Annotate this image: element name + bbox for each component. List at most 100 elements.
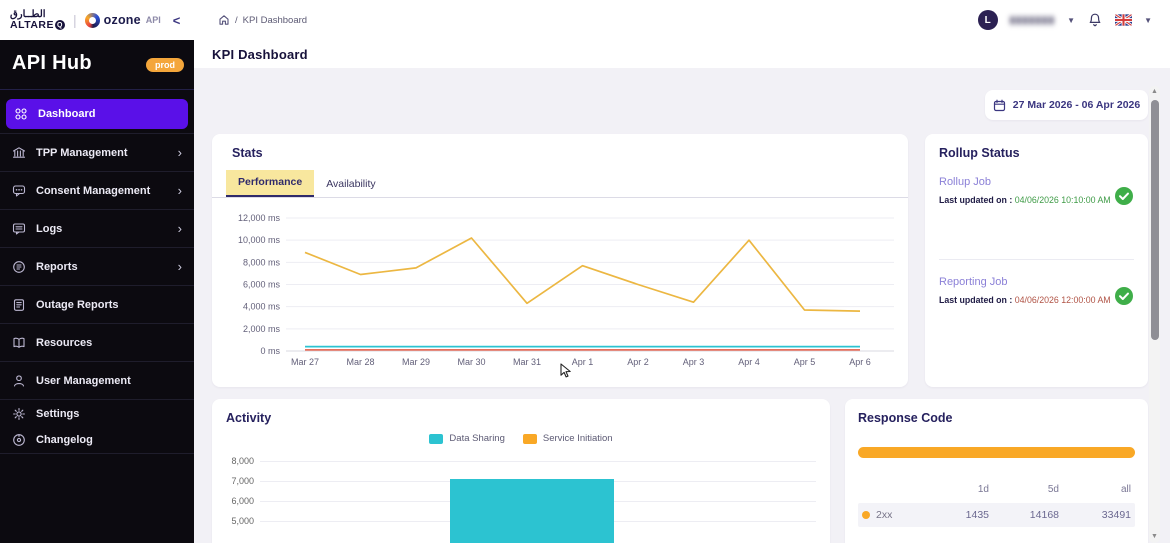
response-code-table: 1d 5d all 2xx 1435 14168 33491: [858, 480, 1135, 527]
sidebar-item-dashboard[interactable]: Dashboard: [0, 94, 194, 134]
bank-icon: [12, 146, 26, 158]
x-axis-tick: Apr 3: [683, 357, 705, 367]
user-avatar[interactable]: L: [977, 10, 998, 30]
tab-availability[interactable]: Availability: [326, 178, 376, 190]
top-bar: الطــارق ALTARE Q | ozone API < / KPI Das…: [0, 0, 1170, 40]
brand-zone: الطــارق ALTARE Q | ozone API <: [0, 9, 194, 31]
chevron-right-icon: ›: [177, 145, 182, 160]
response-code-value: 14168: [1029, 509, 1059, 521]
rollup-jobs-list: Rollup Job Last updated on : 04/06/2026 …: [939, 176, 1134, 305]
sidebar-collapse-button[interactable]: <: [172, 12, 181, 28]
response-code-rows: 2xx 1435 14168 33491: [858, 503, 1135, 527]
altareq-q-mark: Q: [55, 20, 66, 30]
y-axis-tick: 7,000: [231, 476, 254, 486]
legend-label-data-sharing: Data Sharing: [449, 433, 505, 444]
legend-label-service-initiation: Service Initiation: [542, 433, 613, 444]
report-circle-icon: [13, 260, 25, 273]
sidebar-item-consent-management[interactable]: Consent Management ›: [0, 172, 194, 210]
altareq-latin-text: ALTARE: [10, 18, 55, 31]
sidebar-item-label: Logs: [36, 222, 63, 235]
x-axis-tick: Apr 1: [572, 357, 594, 367]
success-check-icon: [1115, 187, 1133, 205]
y-axis-tick: 5,000: [231, 516, 254, 526]
user-menu-chevron-down-icon[interactable]: ▼: [1067, 15, 1076, 25]
scrollbar-up-arrow-icon[interactable]: ▲: [1151, 88, 1158, 95]
sidebar-item-label: Changelog: [36, 434, 93, 446]
ozone-logo-text: ozone: [103, 13, 141, 27]
stats-tabs: Performance Availability: [212, 170, 908, 198]
main-content: 27 Mar 2026 - 06 Apr 2026 Stats Performa…: [194, 68, 1170, 543]
date-range-value: 27 Mar 2026 - 06 Apr 2026: [1012, 99, 1141, 111]
job-last-updated: Last updated on : 04/06/2026 12:00:00 AM: [939, 295, 1111, 305]
performance-line-chart: 12,000 ms 10,000 ms 8,000 ms 6,000 ms 4,000 …: [212, 204, 908, 376]
sidebar-item-changelog[interactable]: Changelog: [0, 427, 194, 454]
sidebar-item-outage-reports[interactable]: Outage Reports: [0, 286, 194, 324]
column-5d: 5d: [1047, 484, 1059, 495]
app-title: API Hub: [12, 52, 92, 74]
job-last-updated: Last updated on : 04/06/2026 10:10:00 AM: [939, 195, 1111, 205]
date-range-picker[interactable]: 27 Mar 2026 - 06 Apr 2026: [985, 90, 1148, 120]
success-check-icon: [1115, 287, 1133, 305]
response-code-title: Response Code: [858, 411, 953, 425]
sidebar-item-label: Resources: [36, 336, 93, 349]
column-all: all: [1120, 484, 1131, 495]
response-code-table-header: 1d 5d all: [858, 480, 1135, 503]
breadcrumb-separator: /: [235, 14, 238, 26]
rollup-status-title: Rollup Status: [939, 146, 1020, 160]
sidebar-item-logs[interactable]: Logs ›: [0, 210, 194, 248]
response-code-label: 2xx: [876, 509, 893, 521]
ozone-logo-suffix: API: [145, 15, 161, 25]
bar-data-sharing[interactable]: [450, 479, 614, 543]
y-axis-tick: 10,000 ms: [238, 235, 281, 245]
chevron-right-icon: ›: [177, 259, 182, 274]
sidebar-item-label: Consent Management: [36, 184, 151, 197]
divider: [939, 259, 1134, 260]
y-axis-tick: 2,000 ms: [243, 324, 281, 334]
sidebar-item-settings[interactable]: Settings: [0, 400, 194, 427]
x-axis-tick: Mar 27: [291, 357, 319, 367]
x-axis-tick: Mar 31: [513, 357, 541, 367]
home-icon[interactable]: [218, 14, 230, 26]
sidebar-active-pill[interactable]: Dashboard: [6, 98, 188, 129]
response-code-card: Response Code 1d 5d all 2xx 1435 14168 3349…: [845, 399, 1148, 543]
chat-bubble-icon: [12, 184, 26, 197]
x-axis-tick: Mar 28: [346, 357, 374, 367]
rollup-status-card: Rollup Status Rollup Job Last updated on…: [925, 134, 1148, 387]
job-status-reporting-job: Reporting Job Last updated on : 04/06/20…: [939, 276, 1134, 305]
user-name-redacted[interactable]: ▮▮▮▮▮▮▮: [1009, 14, 1056, 26]
activity-title: Activity: [226, 411, 272, 425]
bell-icon[interactable]: [1087, 12, 1103, 29]
sidebar-item-user-management[interactable]: User Management: [0, 362, 194, 400]
altareq-logo: الطــارق ALTARE Q: [10, 9, 66, 31]
sidebar-item-resources[interactable]: Resources: [0, 324, 194, 362]
uk-flag-icon[interactable]: [1115, 14, 1133, 26]
sidebar-item-tpp-management[interactable]: TPP Management ›: [0, 134, 194, 172]
job-name: Rollup Job: [939, 176, 991, 188]
x-axis-tick: Apr 6: [849, 357, 871, 367]
activity-bar-chart: 8,000 7,000 6,000 5,000: [212, 453, 830, 543]
response-code-value: 1435: [965, 509, 989, 521]
scrollbar-thumb[interactable]: [1150, 100, 1159, 340]
page-title-bar: KPI Dashboard: [194, 40, 1170, 68]
gear-icon: [13, 407, 25, 420]
vertical-scrollbar[interactable]: ▲ ▼: [1149, 86, 1160, 543]
column-1d: 1d: [977, 484, 989, 495]
logo-divider: |: [73, 12, 77, 28]
gridline: [260, 461, 816, 462]
y-axis-tick: 8,000 ms: [243, 257, 281, 267]
job-name: Reporting Job: [939, 276, 1008, 288]
y-axis-tick: 0 ms: [260, 346, 280, 356]
tab-performance[interactable]: Performance: [226, 170, 315, 197]
sidebar-item-reports[interactable]: Reports ›: [0, 248, 194, 286]
ozone-api-logo: ozone API: [84, 12, 161, 28]
language-chevron-down-icon[interactable]: ▼: [1144, 15, 1152, 25]
activity-card: Activity Data Sharing Service Initiation…: [212, 399, 830, 543]
breadcrumb-current[interactable]: KPI Dashboard: [242, 14, 308, 26]
sidebar-item-label: Outage Reports: [36, 298, 119, 311]
dial-icon: [13, 434, 25, 446]
scrollbar-down-arrow-icon[interactable]: ▼: [1151, 533, 1158, 540]
response-code-row-2xx[interactable]: 2xx 1435 14168 33491: [858, 503, 1135, 527]
environment-badge: prod: [146, 58, 184, 72]
x-axis-tick: Apr 5: [794, 357, 816, 367]
page-title: KPI Dashboard: [212, 46, 308, 62]
